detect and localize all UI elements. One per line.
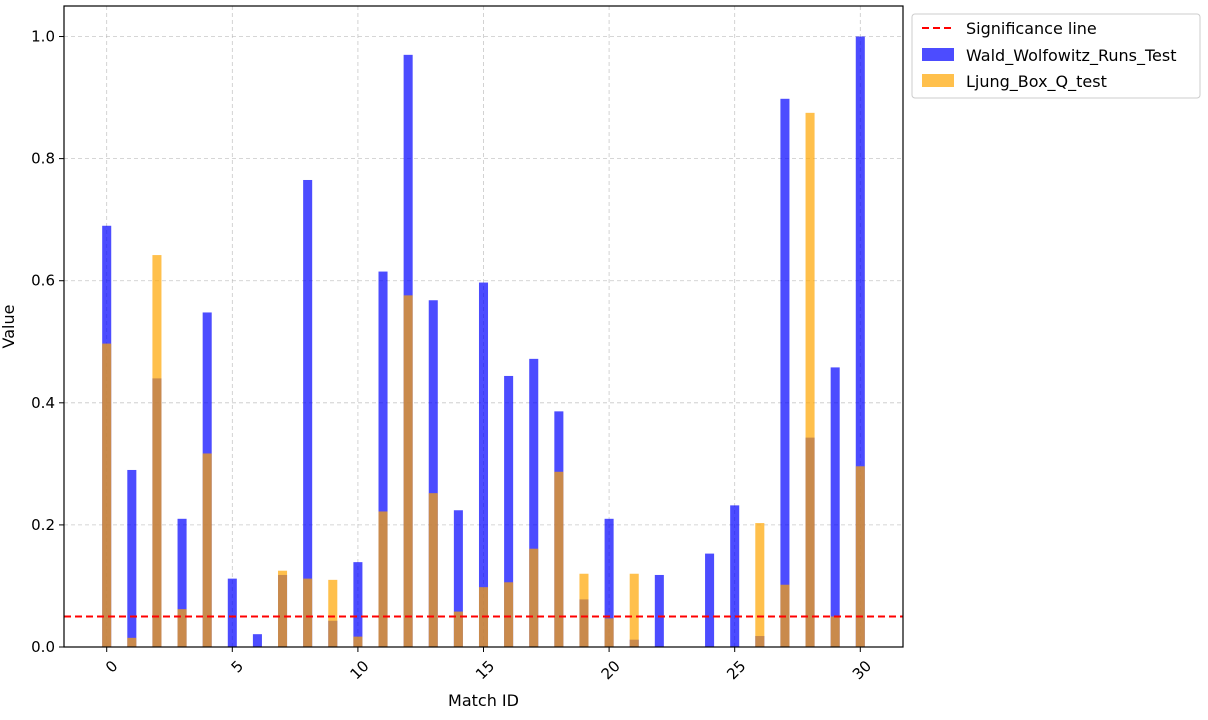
bar-wald-14 <box>453 510 463 647</box>
legend-ljung-swatch <box>922 74 954 87</box>
bar-ljung-0 <box>102 343 112 647</box>
legend-wald-label: Wald_Wolfowitz_Runs_Test <box>966 46 1176 66</box>
y-tick-label: 0.4 <box>31 394 55 412</box>
bar-wald-20 <box>604 518 614 647</box>
bar-ljung-9 <box>328 579 338 647</box>
bar-ljung-12 <box>403 295 413 647</box>
bar-wald-10 <box>353 562 363 647</box>
bar-wald-13 <box>428 300 438 647</box>
x-tick-label: 25 <box>723 657 749 683</box>
y-tick-label: 0.2 <box>31 516 55 534</box>
x-axis-label: Match ID <box>448 691 519 710</box>
bar-wald-1 <box>127 469 137 647</box>
bar-ljung-19 <box>579 573 589 647</box>
bar-wald-5 <box>227 578 237 647</box>
y-tick-label: 0.8 <box>31 150 55 168</box>
y-tick-label: 0.6 <box>31 272 55 290</box>
bar-ljung-14 <box>453 611 463 647</box>
y-tick-label: 1.0 <box>31 28 55 46</box>
x-tick-label: 5 <box>228 657 247 676</box>
bar-wald-24 <box>705 553 715 647</box>
bar-ljung-4 <box>202 453 212 647</box>
bar-ljung-1 <box>127 637 137 647</box>
bar-ljung-18 <box>554 471 564 647</box>
legend-significance-label: Significance line <box>966 19 1097 38</box>
bar-wald-30 <box>855 36 865 648</box>
x-tick-label: 0 <box>102 657 121 676</box>
bar-ljung-29 <box>830 616 840 647</box>
x-tick-label: 20 <box>598 657 624 683</box>
bar-wald-6 <box>252 634 262 647</box>
bar-ljung-10 <box>353 636 363 647</box>
bar-wald-22 <box>654 574 664 647</box>
bar-wald-17 <box>529 358 539 647</box>
bar-ljung-17 <box>529 548 539 647</box>
legend-ljung-label: Ljung_Box_Q_test <box>966 72 1107 92</box>
x-tick-label: 30 <box>849 657 875 683</box>
bar-ljung-21 <box>629 573 639 647</box>
legend-wald-swatch <box>922 48 954 61</box>
bar-wald-25 <box>730 505 740 647</box>
bar-wald-3 <box>177 518 187 647</box>
bar-ljung-16 <box>504 582 514 647</box>
bar-wald-29 <box>830 367 840 647</box>
bar-ljung-13 <box>428 493 438 647</box>
bar-wald-8 <box>303 179 313 647</box>
bar-ljung-8 <box>303 578 313 647</box>
legend-box <box>911 13 1201 99</box>
x-tick-label: 15 <box>472 657 498 683</box>
bar-wald-27 <box>780 98 790 648</box>
bars-layer <box>102 36 865 648</box>
bar-ljung-11 <box>378 511 388 647</box>
bar-wald-11 <box>378 271 388 647</box>
x-tick-label: 10 <box>346 657 372 683</box>
bar-ljung-28 <box>805 112 815 648</box>
bar-ljung-30 <box>855 466 865 647</box>
y-tick-label: 0.0 <box>31 638 55 656</box>
bar-ljung-26 <box>755 523 765 647</box>
bar-ljung-2 <box>152 255 162 647</box>
bar-ljung-20 <box>604 618 614 647</box>
bar-wald-16 <box>504 375 514 647</box>
bar-wald-15 <box>478 282 489 647</box>
legend: Significance line Wald_Wolfowitz_Runs_Te… <box>911 13 1201 99</box>
bar-ljung-7 <box>278 570 288 647</box>
y-axis-label: Value <box>0 305 18 349</box>
bar-ljung-3 <box>177 609 187 647</box>
